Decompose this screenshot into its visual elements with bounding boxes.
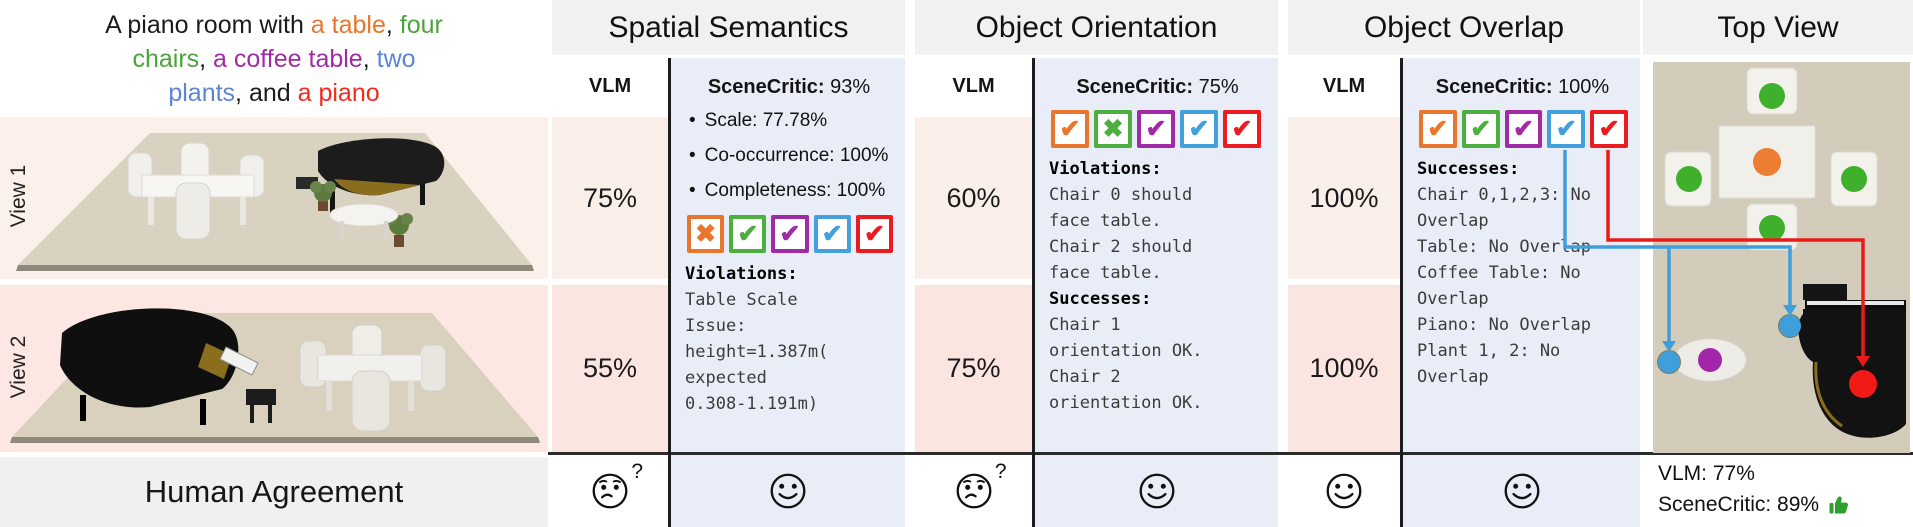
oo-violations-text: Chair 0 should face table. Chair 2 shoul… xyxy=(1049,185,1193,283)
smiley-face-icon xyxy=(1326,473,1362,509)
ss-table-cross-icon: ✖ xyxy=(687,215,725,253)
oo-human-agreement-scenecritic xyxy=(1035,455,1278,527)
thumbs-up-icon xyxy=(1829,496,1849,513)
ss-scenecritic-cell: SceneCritic: 93% Scale: 77.78% Co-occurr… xyxy=(671,58,905,452)
section-header-object-orientation: Object Orientation xyxy=(915,0,1278,55)
ov-human-agreement-vlm xyxy=(1288,455,1400,527)
oo-coffee-table-check-icon: ✔ xyxy=(1137,110,1175,148)
confused-face-icon: ? xyxy=(589,460,643,512)
oo-successes-label: Successes: xyxy=(1049,289,1152,309)
ov-human-agreement-scenecritic xyxy=(1403,455,1640,527)
oo-vlm-score-view2: 75% xyxy=(915,285,1032,452)
ov-successes-label: Successes: xyxy=(1417,159,1520,179)
view1-scene-image xyxy=(16,133,534,271)
oo-table-check-icon: ✔ xyxy=(1051,110,1089,148)
view2-piano xyxy=(60,308,276,425)
ss-column-divider xyxy=(668,58,671,527)
ss-chairs-check-icon: ✔ xyxy=(729,215,767,253)
confused-face-icon: ? xyxy=(953,460,1007,512)
ss-human-agreement-scenecritic xyxy=(671,455,905,527)
ss-coffee-table-check-icon: ✔ xyxy=(771,215,809,253)
oo-plants-check-icon: ✔ xyxy=(1180,110,1218,148)
oo-chairs-cross-icon: ✖ xyxy=(1094,110,1132,148)
section-header-object-overlap: Object Overlap xyxy=(1288,0,1640,55)
section-header-spatial-semantics: Spatial Semantics xyxy=(552,0,905,55)
ss-bullet-cooccurrence: Co-occurrence: 100% xyxy=(689,145,893,167)
ov-chairs-check-icon: ✔ xyxy=(1461,110,1500,148)
view2-render: View 2 xyxy=(0,285,548,452)
ov-scenecritic-score-label: SceneCritic: xyxy=(1435,76,1553,98)
overall-scores: VLM: 77% SceneCritic: 89% xyxy=(1658,458,1913,527)
ov-column-divider xyxy=(1400,58,1403,527)
view1-coffee-table xyxy=(329,203,399,239)
section-header-top-view: Top View xyxy=(1643,0,1913,55)
view2-dining-set xyxy=(299,324,447,432)
table-dot xyxy=(1753,148,1781,176)
oo-violations-label: Violations: xyxy=(1049,159,1162,179)
ss-human-agreement-vlm: ? xyxy=(552,455,668,527)
ss-piano-check-icon: ✔ xyxy=(855,215,894,253)
prompt-line-2: chairs, a coffee table, two xyxy=(132,44,416,73)
oo-object-checkboxes: ✔ ✖ ✔ ✔ ✔ xyxy=(1051,110,1266,148)
prompt-line-1: A piano room with a table, four xyxy=(105,10,443,39)
scene-prompt: A piano room with a table, four chairs, … xyxy=(0,0,548,117)
overall-scenecritic-score: SceneCritic: 89% xyxy=(1658,493,1820,516)
bottom-separator-line xyxy=(548,452,1913,455)
human-agreement-label: Human Agreement xyxy=(0,457,548,527)
ov-scenecritic-cell: SceneCritic: 100% ✔ ✔ ✔ ✔ ✔ Successes: C… xyxy=(1403,58,1640,452)
view1-render: View 1 xyxy=(0,117,548,279)
ss-violations-text: Table Scale Issue: height=1.387m( expect… xyxy=(685,290,829,414)
view1-dining-set xyxy=(127,142,265,240)
ov-successes-text: Chair 0,1,2,3: No Overlap Table: No Over… xyxy=(1417,185,1591,387)
oo-vlm-score-view1: 60% xyxy=(915,117,1032,279)
oo-human-agreement-vlm: ? xyxy=(915,455,1032,527)
prompt-line-3: plants, and a piano xyxy=(168,78,380,107)
oo-piano-check-icon: ✔ xyxy=(1223,110,1261,148)
oo-scenecritic-score-label: SceneCritic: xyxy=(1076,76,1194,98)
scene-prompt-text: A piano room with a table, four chairs, … xyxy=(105,8,443,110)
top-view-render xyxy=(1653,62,1910,453)
question-mark: ? xyxy=(631,460,643,483)
ss-scenecritic-score: SceneCritic: 93% xyxy=(685,74,893,100)
question-mark: ? xyxy=(994,460,1007,483)
plant1-dot xyxy=(1658,351,1680,373)
ov-piano-check-icon: ✔ xyxy=(1590,110,1628,148)
ss-vlm-score-view2: 55% xyxy=(552,285,668,452)
plant2-dot xyxy=(1779,315,1801,337)
ss-scenecritic-score-label: SceneCritic: xyxy=(707,76,825,98)
piano-dot xyxy=(1849,370,1877,398)
overall-vlm-score: VLM: 77% xyxy=(1658,462,1755,485)
ss-object-checkboxes: ✖ ✔ ✔ ✔ ✔ xyxy=(687,215,894,253)
ss-bullet-completeness: Completeness: 100% xyxy=(689,180,893,202)
smiley-face-icon xyxy=(1139,473,1174,509)
oo-successes-text: Chair 1 orientation OK. Chair 2 orientat… xyxy=(1049,315,1203,413)
ov-scenecritic-score-value: 100% xyxy=(1558,76,1610,98)
oo-scenecritic-cell: SceneCritic: 75% ✔ ✖ ✔ ✔ ✔ Violations: C… xyxy=(1035,58,1278,452)
ov-plants-check-icon: ✔ xyxy=(1547,110,1586,148)
oo-column-divider xyxy=(1032,58,1035,527)
smiley-face-icon xyxy=(1504,473,1539,509)
ov-coffee-table-check-icon: ✔ xyxy=(1504,110,1543,148)
smiley-face-icon xyxy=(770,473,806,509)
ov-vlm-column-header: VLM xyxy=(1288,58,1400,115)
oo-scenecritic-score: SceneCritic: 75% xyxy=(1049,74,1266,100)
ov-vlm-score-view2: 100% xyxy=(1288,285,1400,452)
ss-scenecritic-score-value: 93% xyxy=(830,76,871,98)
ss-violations-label: Violations: xyxy=(685,264,798,284)
ss-bullet-scale: Scale: 77.78% xyxy=(689,110,893,132)
ss-vlm-score-view1: 75% xyxy=(552,117,668,279)
ov-vlm-score-view1: 100% xyxy=(1288,117,1400,279)
ss-plants-check-icon: ✔ xyxy=(813,215,851,253)
ov-object-checkboxes: ✔ ✔ ✔ ✔ ✔ xyxy=(1419,110,1628,148)
oo-vlm-column-header: VLM xyxy=(915,58,1032,115)
ss-vlm-column-header: VLM xyxy=(552,58,668,115)
view2-scene-image xyxy=(10,308,540,443)
ov-table-check-icon: ✔ xyxy=(1419,110,1457,148)
ov-scenecritic-score: SceneCritic: 100% xyxy=(1417,74,1628,100)
oo-scenecritic-score-value: 75% xyxy=(1198,76,1239,98)
coffee-table-dot xyxy=(1698,348,1722,372)
